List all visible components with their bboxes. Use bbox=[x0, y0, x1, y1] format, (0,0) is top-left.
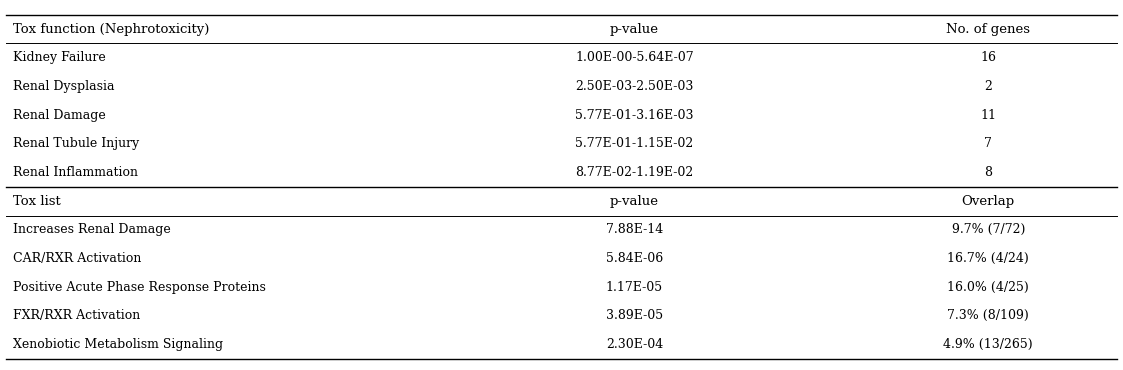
Text: 16.0% (4/25): 16.0% (4/25) bbox=[948, 281, 1029, 294]
Text: Overlap: Overlap bbox=[961, 195, 1015, 208]
Text: 4.9% (13/265): 4.9% (13/265) bbox=[943, 338, 1033, 351]
Text: 5.84E-06: 5.84E-06 bbox=[606, 252, 663, 265]
Text: 1.00E-00-5.64E-07: 1.00E-00-5.64E-07 bbox=[575, 51, 694, 64]
Text: 7: 7 bbox=[984, 137, 993, 150]
Text: 7.88E-14: 7.88E-14 bbox=[606, 223, 663, 236]
Text: 5.77E-01-1.15E-02: 5.77E-01-1.15E-02 bbox=[575, 137, 694, 150]
Text: 5.77E-01-3.16E-03: 5.77E-01-3.16E-03 bbox=[575, 109, 694, 122]
Text: 9.7% (7/72): 9.7% (7/72) bbox=[951, 223, 1025, 236]
Text: Renal Damage: Renal Damage bbox=[13, 109, 107, 122]
Text: CAR/RXR Activation: CAR/RXR Activation bbox=[13, 252, 141, 265]
Text: 8.77E-02-1.19E-02: 8.77E-02-1.19E-02 bbox=[575, 166, 694, 179]
Text: 16: 16 bbox=[980, 51, 996, 64]
Text: FXR/RXR Activation: FXR/RXR Activation bbox=[13, 309, 140, 322]
Text: Tox function (Nephrotoxicity): Tox function (Nephrotoxicity) bbox=[13, 23, 210, 36]
Text: 3.89E-05: 3.89E-05 bbox=[606, 309, 663, 322]
Text: p-value: p-value bbox=[610, 23, 659, 36]
Text: 7.3% (8/109): 7.3% (8/109) bbox=[948, 309, 1029, 322]
Text: No. of genes: No. of genes bbox=[947, 23, 1030, 36]
Text: 2: 2 bbox=[984, 80, 993, 93]
Text: 16.7% (4/24): 16.7% (4/24) bbox=[948, 252, 1029, 265]
Text: p-value: p-value bbox=[610, 195, 659, 208]
Text: Xenobiotic Metabolism Signaling: Xenobiotic Metabolism Signaling bbox=[13, 338, 223, 351]
Text: Increases Renal Damage: Increases Renal Damage bbox=[13, 223, 171, 236]
Text: Positive Acute Phase Response Proteins: Positive Acute Phase Response Proteins bbox=[13, 281, 266, 294]
Text: 1.17E-05: 1.17E-05 bbox=[606, 281, 663, 294]
Text: 8: 8 bbox=[984, 166, 993, 179]
Text: 11: 11 bbox=[980, 109, 996, 122]
Text: Renal Dysplasia: Renal Dysplasia bbox=[13, 80, 115, 93]
Text: 2.50E-03-2.50E-03: 2.50E-03-2.50E-03 bbox=[575, 80, 694, 93]
Text: 2.30E-04: 2.30E-04 bbox=[606, 338, 663, 351]
Text: Tox list: Tox list bbox=[13, 195, 62, 208]
Text: Renal Inflammation: Renal Inflammation bbox=[13, 166, 138, 179]
Text: Renal Tubule Injury: Renal Tubule Injury bbox=[13, 137, 139, 150]
Text: Kidney Failure: Kidney Failure bbox=[13, 51, 107, 64]
